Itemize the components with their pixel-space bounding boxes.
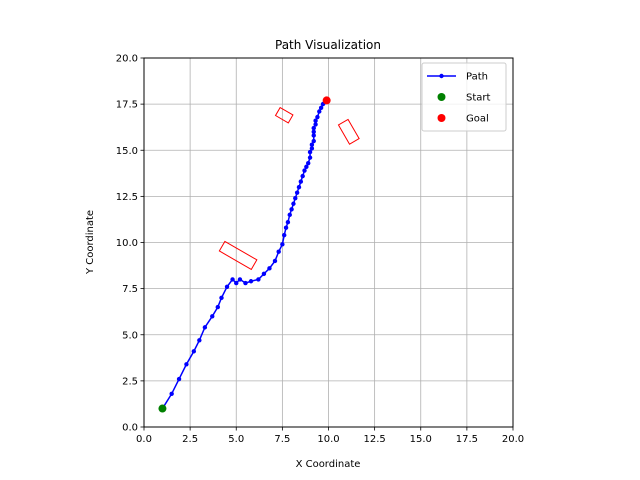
y-tick-label: 0.0 [122,423,138,434]
obstacle-rect [337,118,360,145]
path-point [300,173,305,179]
path-point [307,149,313,155]
legend-label: Start [466,93,491,104]
path-point [311,138,316,144]
path-point [289,207,294,212]
legend-frame [421,62,507,132]
obstacle-rect [274,106,294,124]
x-tick-label: 10.0 [317,434,339,445]
legend-marker [439,73,444,79]
path-point [267,266,272,271]
y-tick-label: 12.5 [116,192,138,203]
path-point [282,232,287,238]
legend-marker [437,93,446,101]
path-point [169,391,174,396]
path-point [283,225,289,230]
legend: Path Start Goal [421,62,507,132]
y-tick-label: 10.0 [116,238,138,249]
path-point [309,146,315,151]
goal-marker [322,96,331,105]
legend-marker [437,114,446,122]
path-point [202,325,208,330]
obstacles [218,106,360,271]
path-point [313,118,318,123]
path-point [215,304,220,310]
path-point [302,168,307,173]
path-point [276,249,281,254]
y-axis-label: Y Coordinate [85,210,96,275]
y-tick-label: 5.0 [122,330,138,341]
path-point [293,196,298,201]
path-point [191,349,197,354]
path-point [318,105,324,111]
legend-label: Goal [466,114,489,125]
path-point [294,190,300,195]
x-tick-label: 5.0 [228,434,244,445]
obstacle-rect [218,240,258,271]
start-marker [158,404,167,413]
y-ticks: 0.0 2.5 5.0 7.5 10.0 12.5 15.0 17.5 20.0 [116,54,144,434]
y-tick-label: 2.5 [122,376,138,387]
path-point [311,133,316,138]
path-point [311,129,316,134]
x-tick-label: 17.5 [456,434,478,445]
path-point [317,109,322,114]
y-tick-label: 20.0 [116,54,138,65]
legend-label: Path [466,72,488,83]
path-point [306,160,311,166]
path-point [287,212,292,218]
x-tick-label: 0.0 [136,434,152,445]
x-tick-label: 7.5 [274,434,290,445]
chart-title: Path Visualization [275,38,381,52]
path-point [248,279,254,284]
x-tick-label: 12.5 [363,434,385,445]
endpoints [158,96,331,413]
path-point [298,179,304,184]
path-point [309,142,315,147]
path-point [210,314,215,319]
path-point [237,277,243,282]
path-point [285,220,291,225]
y-tick-label: 17.5 [116,100,138,111]
x-axis-label: X Coordinate [296,459,361,470]
y-tick-label: 7.5 [122,284,138,295]
path-point [197,338,202,343]
path-point [230,277,235,282]
path-point [291,201,296,206]
x-tick-label: 2.5 [182,434,198,445]
path-point [243,280,248,286]
path-point [256,277,261,282]
path-point [219,295,224,301]
y-tick-label: 15.0 [116,146,138,157]
path-point [304,164,309,170]
series [160,98,329,411]
x-tick-label: 15.0 [410,434,432,445]
path-point [224,284,230,289]
x-ticks: 0.0 2.5 5.0 7.5 10.0 12.5 15.0 17.5 20.0 [136,427,524,445]
path-point [307,155,313,160]
path-point [272,258,278,264]
path-point [296,184,302,190]
path-point [184,362,189,367]
path-point [311,125,316,131]
path-point [315,114,320,120]
path-point [313,122,318,127]
path-point [280,242,285,247]
path-point [176,376,182,382]
x-tick-label: 20.0 [502,434,524,445]
path-point [234,280,239,286]
path-point [261,271,267,277]
